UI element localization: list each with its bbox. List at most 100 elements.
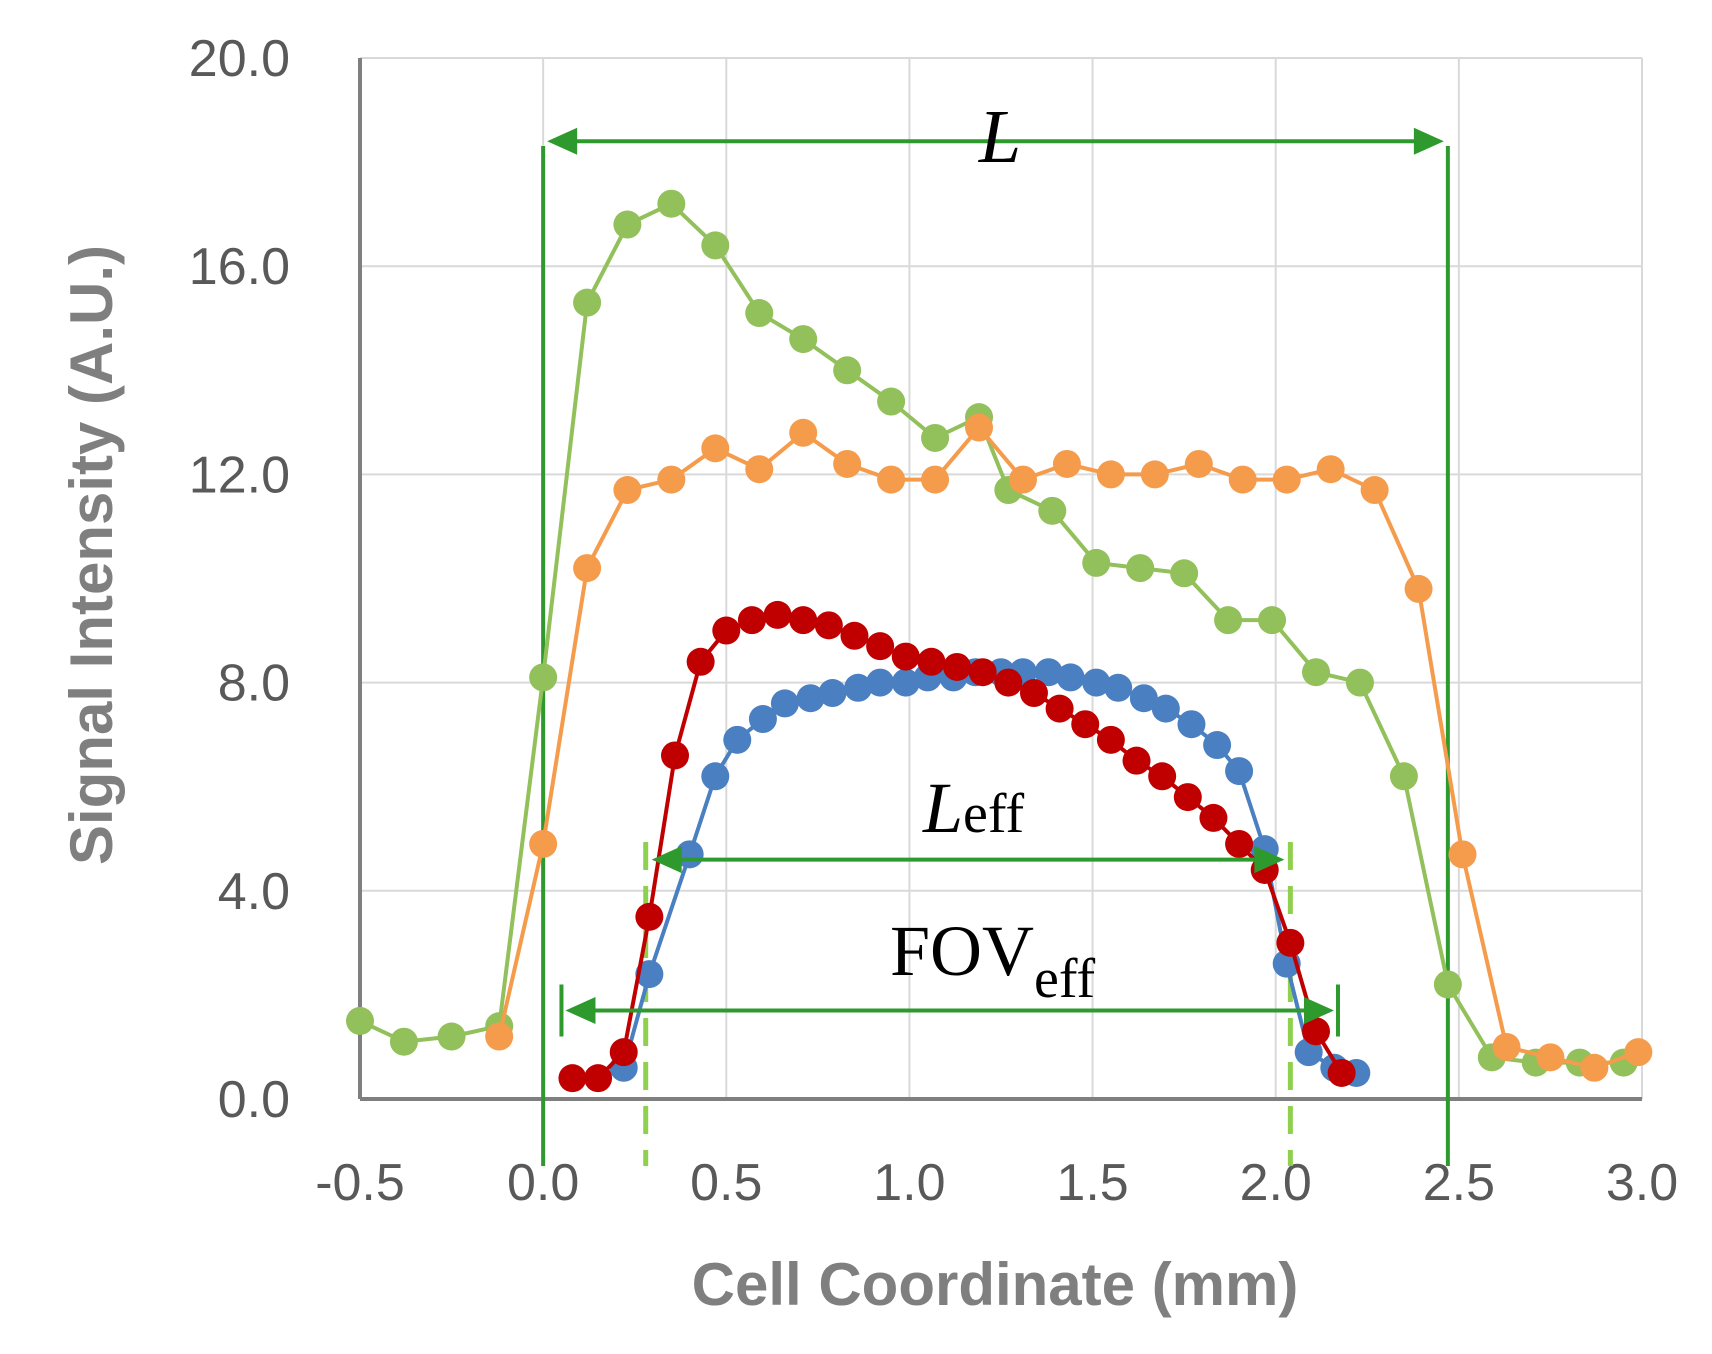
y-tick-label: 12.0	[189, 446, 290, 504]
data-point-red	[1071, 710, 1100, 739]
data-point-red	[1327, 1058, 1356, 1087]
data-point-blue	[844, 673, 873, 702]
data-point-orange	[1448, 840, 1477, 869]
data-point-red	[840, 621, 869, 650]
data-point-red	[635, 902, 664, 931]
data-point-red	[1199, 803, 1228, 832]
data-point-red	[994, 668, 1023, 697]
data-point-blue	[1034, 658, 1063, 687]
data-point-orange	[657, 465, 686, 494]
data-point-red	[1019, 679, 1048, 708]
y-tick-label: 0.0	[218, 1071, 290, 1129]
data-point-orange	[1536, 1043, 1565, 1072]
data-point-green	[1389, 762, 1418, 791]
data-point-red	[1045, 694, 1074, 723]
data-point-orange	[1272, 465, 1301, 494]
data-point-orange	[485, 1022, 514, 1051]
data-point-blue	[701, 762, 730, 791]
data-point-orange	[745, 455, 774, 484]
data-point-orange	[1404, 574, 1433, 603]
x-tick-label: 0.5	[690, 1154, 762, 1212]
data-point-orange	[833, 449, 862, 478]
data-point-red	[814, 611, 843, 640]
x-tick-label: 1.5	[1056, 1154, 1128, 1212]
data-point-green	[877, 387, 906, 416]
data-point-red	[584, 1064, 613, 1093]
data-point-orange	[965, 413, 994, 442]
y-tick-label: 16.0	[189, 238, 290, 296]
data-point-orange	[1492, 1032, 1521, 1061]
data-point-orange	[1580, 1053, 1609, 1082]
data-point-green	[1214, 606, 1243, 635]
L-arrow	[547, 127, 1444, 155]
data-point-green	[1038, 496, 1067, 525]
data-series	[346, 189, 1653, 1093]
data-point-green	[1433, 970, 1462, 999]
data-point-red	[891, 642, 920, 671]
data-point-orange	[1008, 465, 1037, 494]
label-L: L	[978, 95, 1021, 179]
data-point-blue	[796, 684, 825, 713]
data-point-red	[1302, 1017, 1331, 1046]
data-point-green	[789, 325, 818, 354]
data-point-red	[737, 606, 766, 635]
data-point-red	[943, 652, 972, 681]
data-point-blue	[1177, 710, 1206, 739]
data-point-green	[613, 210, 642, 239]
y-tick-labels: 0.0 4.0 8.0 12.0 16.0 20.0	[189, 30, 290, 1129]
data-point-orange	[573, 554, 602, 583]
data-point-orange	[1316, 455, 1345, 484]
data-point-orange	[1624, 1038, 1653, 1067]
label-FOV-eff-main: FOV	[890, 911, 1034, 991]
data-point-green	[1082, 548, 1111, 577]
data-point-orange	[921, 465, 950, 494]
data-point-green	[346, 1006, 374, 1035]
data-point-orange	[701, 434, 730, 463]
data-point-blue	[1129, 684, 1158, 713]
data-point-blue	[1104, 673, 1133, 702]
label-L-eff: Leff	[922, 768, 1025, 848]
data-point-red	[1096, 725, 1125, 754]
data-point-red	[917, 647, 946, 676]
data-point-red	[968, 658, 997, 687]
data-point-green	[745, 299, 774, 328]
data-point-orange	[1360, 476, 1389, 505]
data-point-green	[529, 663, 558, 692]
data-point-green	[921, 423, 950, 452]
series-line-green	[359, 201, 1624, 1065]
data-point-red	[558, 1064, 587, 1093]
data-point-green	[573, 288, 602, 317]
data-point-green	[657, 189, 686, 218]
data-point-orange	[529, 829, 558, 858]
data-point-orange	[1228, 465, 1257, 494]
data-point-red	[1122, 746, 1151, 775]
data-point-green	[389, 1027, 418, 1056]
series-orange	[485, 413, 1653, 1082]
y-tick-label: 8.0	[218, 655, 290, 713]
data-point-red	[661, 741, 690, 770]
label-L-eff-main: L	[922, 768, 963, 848]
FOV-eff-arrow	[565, 997, 1334, 1025]
data-point-blue	[1225, 757, 1254, 786]
x-tick-label: 2.0	[1240, 1154, 1312, 1212]
y-axis-title: Signal Intensity (A.U.)	[58, 245, 125, 865]
data-point-blue	[770, 689, 799, 718]
data-point-red	[1148, 762, 1177, 791]
series-red	[558, 600, 1356, 1093]
data-point-red	[1173, 783, 1202, 812]
data-point-blue	[1203, 731, 1232, 760]
data-point-blue	[723, 725, 752, 754]
data-point-green	[1170, 559, 1199, 588]
data-point-orange	[1096, 460, 1125, 489]
data-point-orange	[1184, 449, 1213, 478]
data-point-blue	[866, 668, 895, 697]
data-point-green	[1126, 554, 1155, 583]
data-point-red	[866, 632, 895, 661]
data-point-red	[712, 616, 741, 645]
L-eff-arrow	[651, 846, 1285, 874]
data-point-blue	[818, 679, 847, 708]
data-point-blue	[1082, 668, 1111, 697]
data-point-blue	[635, 960, 664, 989]
data-point-green	[701, 231, 730, 260]
data-point-green	[1258, 606, 1287, 635]
